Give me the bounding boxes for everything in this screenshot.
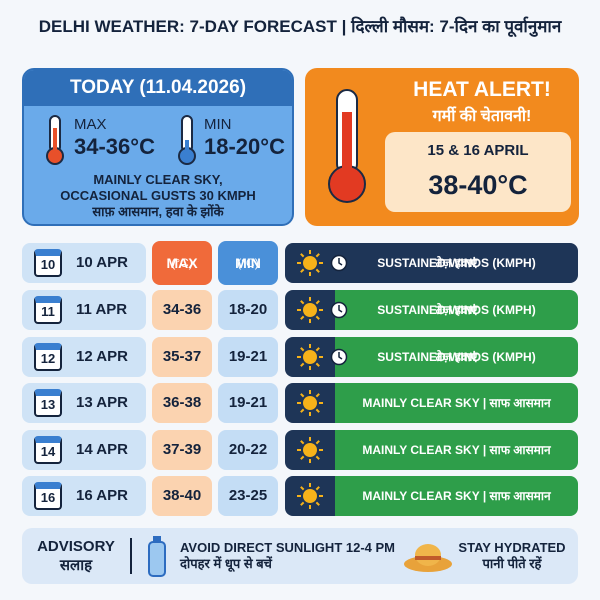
sun-icon: [297, 344, 323, 370]
condition-text: तेज़ हवाएं: [435, 349, 478, 364]
max-cell: 34-36: [152, 290, 212, 330]
condition-cell: SUSTAINED WINDS (KMPH) तेज़ हवाएं: [335, 243, 578, 283]
calendar-icon: 16: [34, 482, 62, 510]
tip-text: STAY HYDRATED: [458, 540, 566, 555]
date-text: 12 APR: [76, 348, 128, 365]
condition-text: MAINLY CLEAR SKY | साफ आसमान: [362, 442, 551, 457]
alert-box: 15 & 16 APRIL 38-40°C: [385, 132, 571, 212]
min-value: 18-20°C: [204, 134, 285, 159]
calendar-day: 16: [40, 490, 56, 505]
calendar-icon: 13: [34, 389, 62, 417]
condition-cell: MAINLY CLEAR SKY | साफ आसमान: [335, 383, 578, 423]
date-text: 11 APR: [76, 301, 128, 318]
advisory-title: ADVISORY: [37, 537, 115, 555]
min-header: MIN (°C): [218, 241, 278, 285]
min-cell: 18-20: [218, 290, 278, 330]
today-card: TODAY (11.04.2026) MAX 34-36°C MIN 18-20…: [22, 68, 294, 226]
condition-cell: SUSTAINED WINDS (KMPH) तेज़ हवाएं: [335, 337, 578, 377]
tip-text: दोपहर में धूप से बचें: [180, 556, 272, 571]
tip-text: AVOID DIRECT SUNLIGHT 12-4 PM: [180, 540, 396, 555]
max-label: MAX: [74, 116, 107, 133]
max-cell: 35-37: [152, 337, 212, 377]
tip2: STAY HYDRATED पानी पीते रहें: [454, 540, 570, 572]
desc-line: MAINLY CLEAR SKY,: [93, 172, 223, 187]
header-text: (°C): [237, 256, 259, 270]
condition-text: तेज़ हवाएं: [435, 302, 478, 317]
sun-icon: [297, 483, 323, 509]
calendar-day: 12: [40, 351, 56, 366]
sun-icon: [297, 390, 323, 416]
date-text: 14 APR: [76, 441, 128, 458]
condition-cell: SUSTAINED WINDS (KMPH) तेज़ हवाएं: [335, 290, 578, 330]
calendar-icon: 12: [34, 343, 62, 371]
header-text: MIN: [235, 255, 261, 271]
advisory-bar: ADVISORY सलाह AVOID DIRECT SUNLIGHT 12-4 …: [22, 528, 578, 584]
tip-text: पानी पीते रहें: [482, 556, 542, 571]
sun-icon: [297, 437, 323, 463]
condition-text: SUSTAINED WINDS (KMPH): [377, 349, 536, 364]
min-cell: 19-21: [218, 383, 278, 423]
alert-card: HEAT ALERT! गर्मी की चेतावनी! 15 & 16 AP…: [305, 68, 579, 226]
header-text: (°C): [171, 256, 193, 270]
condition-text: MAINLY CLEAR SKY | साफ आसमान: [362, 488, 551, 503]
alert-subtitle: गर्मी की चेतावनी!: [432, 108, 532, 125]
clock-icon: [330, 301, 348, 319]
condition-text: SUSTAINED WINDS (KMPH): [377, 302, 536, 317]
max-value: 34-36°C: [74, 134, 155, 159]
calendar-icon: 10: [34, 249, 62, 277]
calendar-icon: 11: [34, 296, 62, 324]
sun-icon: [297, 250, 323, 276]
min-cell: 20-22: [218, 430, 278, 470]
max-header: MAX (°C): [152, 241, 212, 285]
condition-cell: MAINLY CLEAR SKY | साफ आसमान: [335, 430, 578, 470]
thermo-icon: [178, 115, 196, 165]
hat-icon: [404, 544, 452, 572]
today-title: TODAY (11.04.2026): [24, 70, 292, 106]
sun-icon: [297, 297, 323, 323]
date-text: 13 APR: [76, 394, 128, 411]
calendar-day: 14: [40, 444, 56, 459]
tip1: AVOID DIRECT SUNLIGHT 12-4 PM दोपहर में ध…: [180, 540, 395, 572]
calendar-icon: 14: [34, 436, 62, 464]
divider: [130, 538, 132, 574]
date-text: 10 APR: [76, 254, 128, 271]
max-cell: 38-40: [152, 476, 212, 516]
title: DELHI WEATHER: 7-DAY FORECAST | दिल्ली म…: [38, 17, 562, 36]
thermo-icon: [46, 115, 64, 165]
clock-icon: [330, 254, 348, 272]
header-text: MAX: [166, 255, 198, 271]
alert-dates: 15 & 16 APRIL: [427, 142, 529, 159]
advisory-label: ADVISORY सलाह: [28, 534, 124, 578]
alert-title: HEAT ALERT!: [413, 78, 551, 101]
thermo-icon: [328, 89, 366, 203]
date-text: 16 APR: [76, 487, 128, 504]
condition-text: MAINLY CLEAR SKY | साफ आसमान: [362, 395, 551, 410]
condition-text: SUSTAINED WINDS (KMPH): [377, 255, 536, 270]
min-label: MIN: [204, 116, 232, 133]
calendar-day: 13: [40, 397, 56, 412]
alert-temp: 38-40°C: [428, 170, 528, 200]
bottle-icon: [148, 536, 166, 577]
today-desc: MAINLY CLEAR SKY, OCCASIONAL GUSTS 30 KM…: [24, 172, 292, 220]
condition-text: तेज़ हवाएं: [435, 255, 478, 270]
min-cell: 23-25: [218, 476, 278, 516]
calendar-day: 11: [41, 304, 55, 319]
desc-line: OCCASIONAL GUSTS 30 KMPH: [60, 188, 256, 203]
desc-line: साफ़ आसमान, हवा के झोंके: [92, 204, 224, 219]
calendar-day: 10: [40, 257, 56, 272]
advisory-subtitle: सलाह: [59, 556, 93, 574]
clock-icon: [330, 348, 348, 366]
max-cell: 37-39: [152, 430, 212, 470]
max-cell: 36-38: [152, 383, 212, 423]
min-cell: 19-21: [218, 337, 278, 377]
condition-cell: MAINLY CLEAR SKY | साफ आसमान: [335, 476, 578, 516]
